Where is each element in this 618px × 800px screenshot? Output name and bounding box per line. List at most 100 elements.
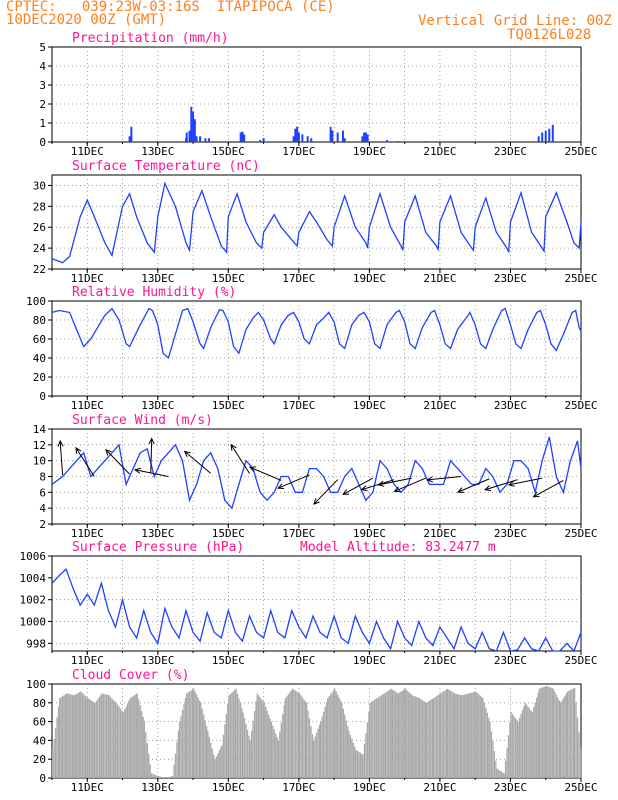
y-tick-label: 4 bbox=[39, 60, 46, 73]
y-tick-label: 3 bbox=[39, 79, 46, 92]
cloud-bar bbox=[403, 689, 405, 778]
cloud-bar bbox=[270, 721, 272, 778]
precip-bar bbox=[310, 138, 313, 142]
cloud-bar bbox=[331, 692, 333, 778]
precip-bar bbox=[296, 126, 299, 142]
y-tick-label: 60 bbox=[33, 716, 46, 729]
cloud-bar bbox=[430, 699, 432, 778]
cloud-bar bbox=[84, 695, 86, 778]
precip-bar bbox=[341, 130, 344, 142]
cloud-bar bbox=[289, 692, 291, 778]
cloud-bar bbox=[389, 689, 391, 778]
x-tick-label: 25DEC bbox=[564, 272, 597, 285]
cloud-bar bbox=[91, 701, 93, 778]
cloud-bar bbox=[211, 748, 213, 778]
panel-5: 0 20 40 60 80 100 11DEC 13DEC 15DEC 17DEC 19DEC 21D… bbox=[26, 668, 597, 794]
wind-arrow-head bbox=[377, 480, 385, 487]
panel-0: 0 1 2 3 4 5 11DEC 13DEC 15DEC 17DEC 19DEC 21DEC 23DE… bbox=[39, 31, 597, 158]
cloud-bar bbox=[365, 732, 367, 778]
cloud-bar bbox=[112, 699, 115, 778]
cloud-bar bbox=[305, 702, 308, 778]
cloud-bar bbox=[455, 693, 457, 778]
x-tick-label: 17DEC bbox=[282, 145, 315, 158]
cloud-bar bbox=[397, 693, 399, 778]
x-tick-label: 23DEC bbox=[494, 527, 527, 540]
cloud-bar bbox=[142, 716, 144, 778]
panel-3: 2 4 6 8 10 12 14 11DEC 13DEC 15DEC 17DEC 19DEC 21DEC… bbox=[33, 413, 598, 540]
cloud-bar bbox=[375, 698, 377, 778]
cloud-bar bbox=[221, 745, 223, 778]
cloud-bar bbox=[298, 693, 301, 778]
y-tick-label: 40 bbox=[33, 734, 46, 747]
cloud-bar bbox=[188, 691, 191, 778]
cloud-bar bbox=[356, 750, 359, 778]
cloud-bar bbox=[194, 691, 196, 778]
cloud-bar bbox=[479, 695, 481, 778]
cloud-bar bbox=[235, 688, 237, 778]
cloud-bar bbox=[198, 700, 201, 778]
cloud-bar bbox=[454, 693, 456, 778]
cloud-bar bbox=[338, 697, 340, 778]
cloud-bar bbox=[366, 722, 369, 778]
x-tick-label: 19DEC bbox=[353, 654, 386, 667]
cloud-bar bbox=[359, 752, 362, 778]
wind-arrow-head bbox=[248, 466, 256, 473]
cloud-bar bbox=[386, 691, 388, 778]
panel-1: 22 24 26 28 30 11DEC 13DEC 15DEC 17DEC 19DEC 21DEC… bbox=[33, 159, 598, 285]
cloud-bar bbox=[555, 694, 558, 778]
cloud-bar bbox=[536, 697, 538, 778]
cloud-bar bbox=[483, 702, 486, 778]
precip-bar bbox=[193, 119, 196, 142]
cloud-bar bbox=[246, 729, 249, 778]
cloud-bar bbox=[571, 689, 573, 778]
y-tick-label: 100 bbox=[26, 295, 46, 308]
wind-arrow-head bbox=[532, 491, 540, 498]
cloud-bar bbox=[544, 686, 546, 778]
cloud-bar bbox=[259, 697, 261, 778]
precip-bar bbox=[541, 132, 544, 142]
cloud-bar bbox=[273, 729, 275, 778]
y-tick-label: 2 bbox=[39, 98, 46, 111]
y-tick-label: 24 bbox=[33, 242, 47, 255]
cloud-bar bbox=[232, 691, 235, 778]
cloud-bar bbox=[115, 702, 117, 778]
cloud-bar bbox=[502, 772, 504, 778]
cloud-bar bbox=[213, 754, 215, 778]
cloud-bar bbox=[468, 693, 470, 778]
cloud-bar bbox=[311, 734, 314, 778]
cloud-bar bbox=[410, 694, 412, 778]
cloud-bar bbox=[236, 693, 239, 778]
panel-title: Surface Pressure (hPa) bbox=[72, 540, 244, 555]
header-grid-note: Vertical Grid Line: 00Z bbox=[418, 13, 612, 29]
cloud-bar bbox=[314, 736, 316, 778]
cloud-bar bbox=[458, 694, 460, 778]
x-tick-label: 13DEC bbox=[141, 399, 174, 412]
cloud-bar bbox=[224, 724, 226, 778]
cloud-bar bbox=[256, 693, 258, 778]
cloud-bar bbox=[558, 700, 560, 778]
cloud-bar bbox=[335, 691, 337, 778]
cloud-bar bbox=[90, 700, 92, 778]
panel-note: Model Altitude: 83.2477 m bbox=[300, 540, 496, 555]
precip-bar bbox=[386, 140, 389, 142]
cloud-bar bbox=[578, 732, 580, 778]
precip-bar bbox=[192, 111, 195, 142]
cloud-bar bbox=[507, 735, 510, 778]
cloud-bar bbox=[471, 692, 473, 778]
precip-bar bbox=[424, 141, 427, 142]
cloud-bar bbox=[59, 698, 61, 778]
wind-arrow-shaft bbox=[457, 478, 490, 493]
cloud-bar bbox=[518, 717, 521, 778]
cloud-bar bbox=[297, 692, 300, 778]
cloud-bar bbox=[564, 695, 566, 778]
cloud-bar bbox=[227, 703, 229, 778]
panel-title: Precipitation (mm/h) bbox=[72, 31, 229, 46]
cloud-bar bbox=[67, 693, 69, 778]
x-tick-label: 25DEC bbox=[564, 399, 597, 412]
cloud-bar bbox=[492, 741, 494, 778]
wind-arrow-shaft bbox=[249, 466, 282, 481]
cloud-bar bbox=[124, 709, 126, 778]
wind-arrow-shaft bbox=[313, 479, 339, 505]
x-tick-label: 11DEC bbox=[71, 527, 104, 540]
cloud-bar bbox=[482, 698, 484, 778]
